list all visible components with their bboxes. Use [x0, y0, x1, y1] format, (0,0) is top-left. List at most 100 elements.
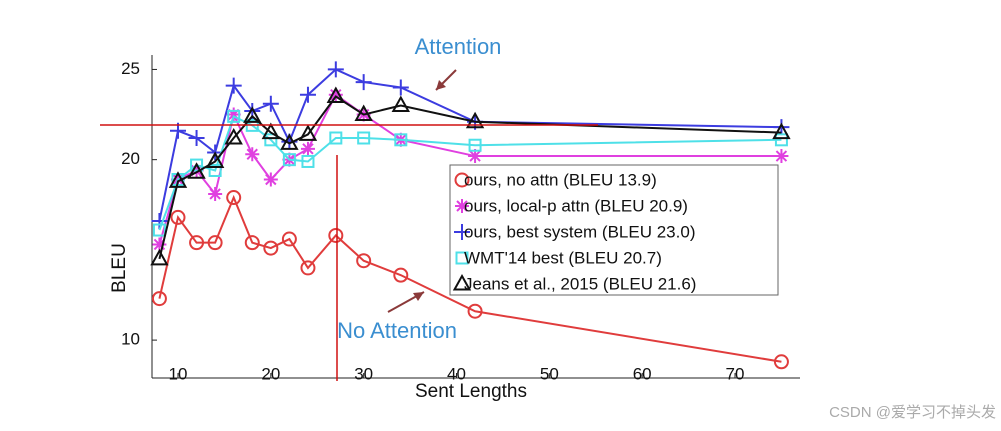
- marker-shape: [281, 231, 297, 247]
- marker: [151, 291, 167, 307]
- arrow-head: [436, 80, 446, 90]
- marker: [280, 133, 299, 150]
- marker-shape: [227, 109, 241, 123]
- marker: [773, 354, 789, 370]
- marker: [263, 172, 278, 187]
- marker-shape: [263, 240, 279, 256]
- marker: [329, 131, 343, 145]
- marker-shape: [224, 127, 243, 145]
- marker-shape: [327, 61, 344, 78]
- marker: [226, 107, 241, 122]
- marker-shape: [356, 253, 372, 269]
- marker: [152, 237, 167, 252]
- marker-shape: [465, 111, 485, 129]
- marker: [188, 130, 205, 147]
- marker-shape: [261, 122, 281, 140]
- arrow-head: [413, 292, 424, 301]
- marker-shape: [354, 104, 373, 122]
- marker-shape: [328, 227, 344, 243]
- marker-shape: [151, 291, 167, 307]
- marker: [774, 149, 789, 164]
- marker-shape: [467, 303, 483, 319]
- marker: [300, 141, 315, 156]
- y-label: BLEU: [109, 243, 130, 293]
- marker-shape: [226, 107, 241, 122]
- marker-shape: [455, 251, 469, 265]
- marker: [151, 213, 168, 230]
- annotation: No Attention: [337, 318, 457, 343]
- marker-shape: [298, 124, 318, 141]
- marker-shape: [187, 162, 206, 179]
- marker-shape: [455, 199, 469, 213]
- legend-label: ours, local-p attn (BLEU 20.9): [464, 196, 688, 215]
- marker: [282, 153, 296, 167]
- x-label: Sent Lengths: [415, 381, 527, 402]
- marker-shape: [190, 158, 204, 172]
- marker: [772, 122, 791, 140]
- marker-shape: [773, 354, 789, 370]
- marker-shape: [282, 153, 296, 167]
- marker-shape: [300, 141, 315, 156]
- marker-shape: [772, 122, 791, 140]
- marker-shape: [300, 260, 316, 276]
- y-tick-label: 25: [121, 59, 140, 78]
- marker: [187, 162, 206, 179]
- marker-shape: [392, 79, 409, 96]
- marker: [391, 95, 411, 113]
- marker-shape: [262, 95, 279, 112]
- marker-shape: [170, 209, 186, 225]
- marker-shape: [391, 95, 411, 113]
- marker: [392, 79, 409, 96]
- marker: [465, 111, 485, 129]
- marker-shape: [188, 130, 205, 147]
- marker-shape: [151, 213, 168, 230]
- marker: [328, 227, 344, 243]
- marker: [207, 235, 223, 251]
- marker-shape: [393, 267, 409, 283]
- x-tick-label: 10: [169, 364, 188, 383]
- marker: [468, 138, 482, 152]
- marker: [326, 86, 346, 104]
- marker-shape: [774, 133, 788, 147]
- y-tick-label: 10: [121, 330, 140, 349]
- marker: [355, 74, 372, 91]
- marker-shape: [205, 151, 225, 168]
- marker: [225, 77, 242, 94]
- marker: [205, 151, 225, 168]
- marker-shape: [328, 87, 343, 102]
- marker: [150, 248, 169, 266]
- legend-marker: [452, 273, 472, 291]
- legend-marker: [454, 224, 470, 240]
- marker: [394, 133, 408, 147]
- marker: [168, 171, 188, 188]
- x-tick-label: 50: [540, 364, 559, 383]
- marker-shape: [150, 248, 169, 266]
- marker: [245, 147, 260, 162]
- marker: [467, 303, 483, 319]
- marker: [354, 104, 373, 122]
- marker-shape: [226, 190, 242, 206]
- marker-shape: [774, 149, 789, 164]
- watermark: CSDN @爱学习不掉头发: [829, 404, 996, 421]
- marker-shape: [152, 223, 166, 237]
- marker-shape: [168, 171, 188, 188]
- marker-shape: [301, 154, 315, 168]
- marker-shape: [243, 106, 262, 123]
- marker-shape: [329, 131, 343, 145]
- marker-shape: [208, 163, 222, 177]
- legend-marker: [455, 199, 469, 213]
- marker: [328, 87, 343, 102]
- x-tick-label: 30: [354, 364, 373, 383]
- marker-shape: [394, 133, 408, 147]
- legend-label: ours, no attn (BLEU 13.9): [464, 170, 657, 189]
- marker-shape: [454, 172, 470, 188]
- marker-shape: [245, 147, 260, 162]
- marker: [300, 260, 316, 276]
- marker-shape: [244, 235, 260, 251]
- annotation: Attention: [415, 34, 502, 59]
- marker-shape: [208, 186, 223, 201]
- marker-shape: [152, 237, 167, 252]
- marker: [298, 124, 318, 141]
- x-tick-label: 60: [633, 364, 652, 383]
